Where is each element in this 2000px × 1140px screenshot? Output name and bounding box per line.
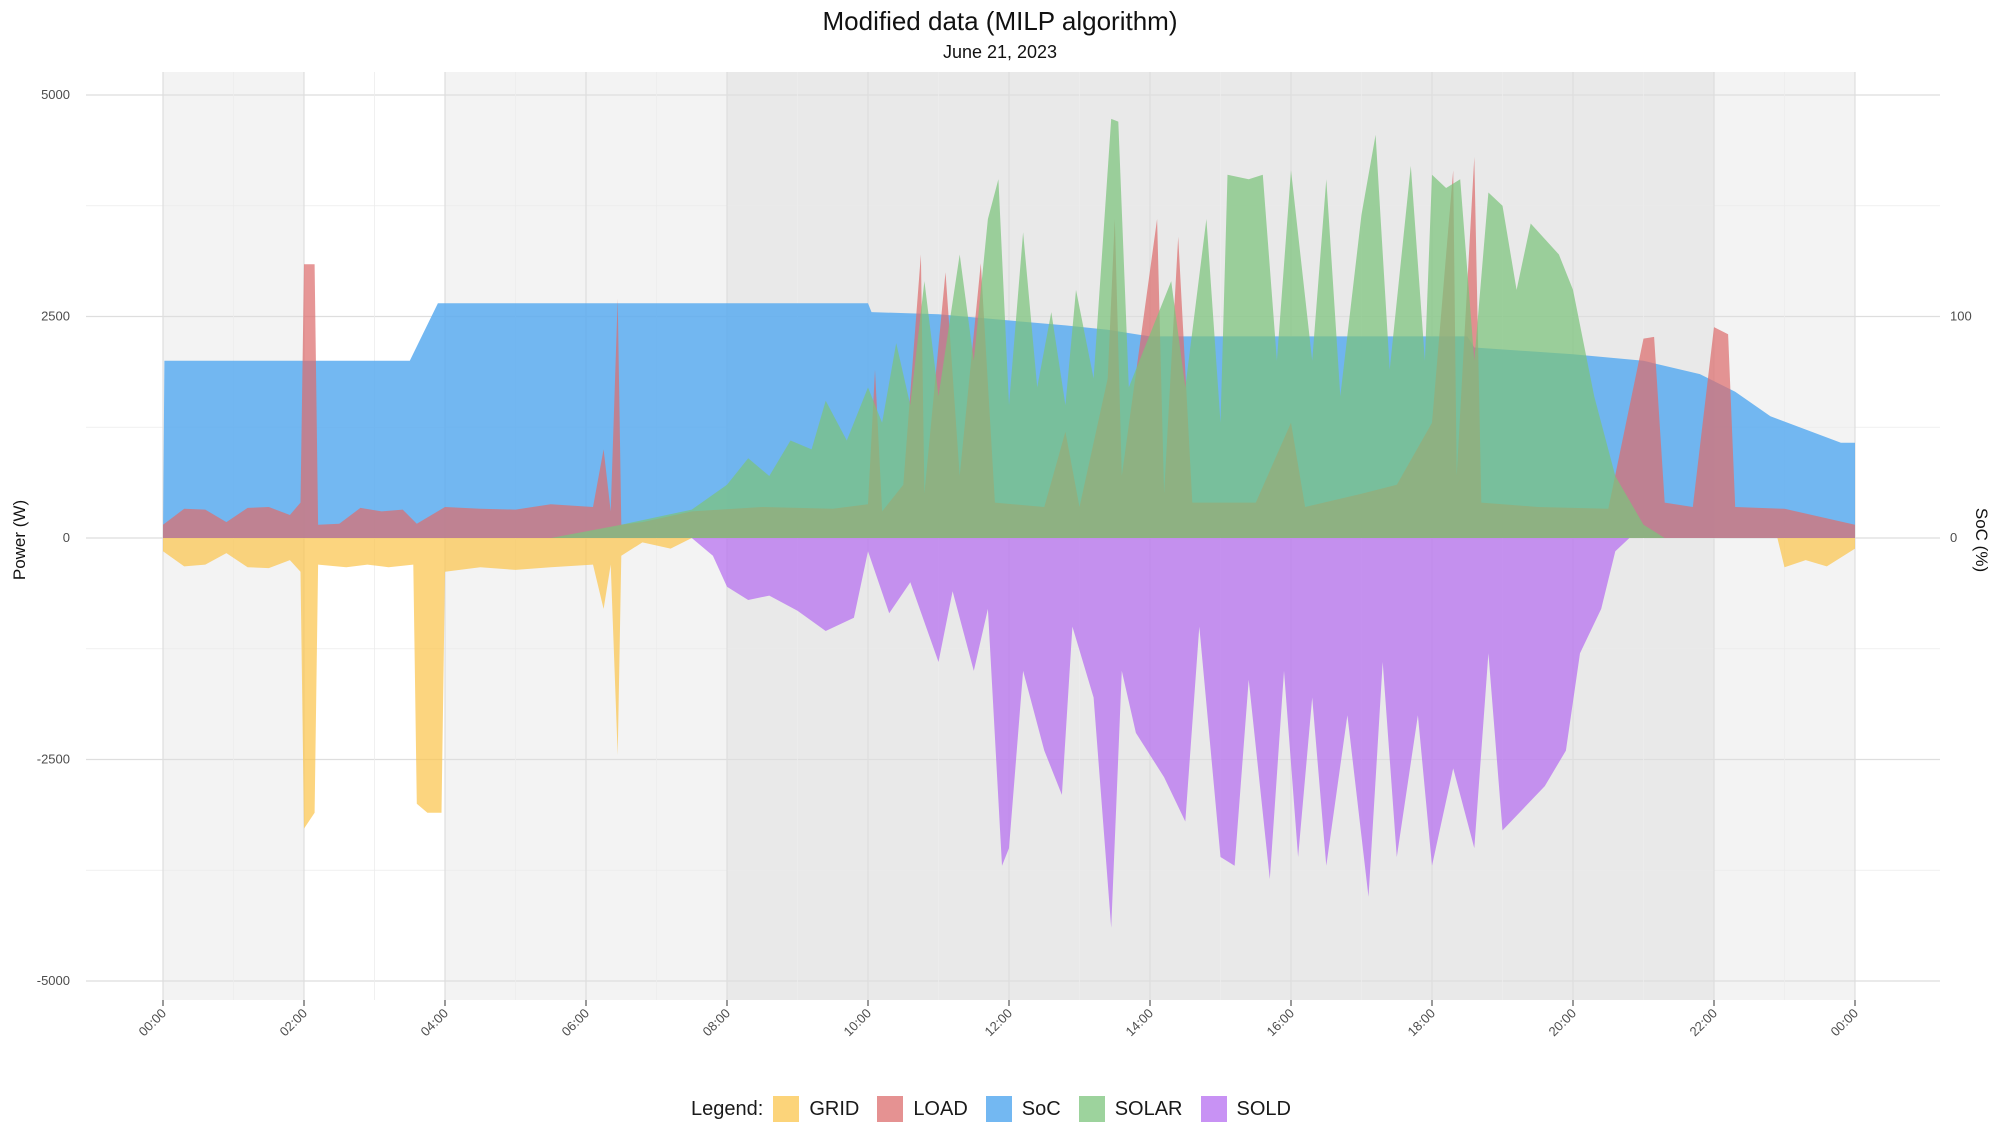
series-areas	[163, 118, 1855, 928]
x-tick-label: 00:00	[136, 1006, 170, 1040]
legend-swatch	[877, 1096, 904, 1122]
x-tick-label: 18:00	[1405, 1006, 1439, 1040]
legend-items: GRID LOAD SoC SOLAR SOLD	[773, 1096, 1309, 1122]
y-tick-label: -2500	[37, 752, 70, 767]
legend-swatch	[985, 1096, 1012, 1122]
area-chart: 5000 2500 0 -2500 -5000 100 0 00:00 02:00 04:00 06…	[10, 72, 1991, 1040]
y-tick-label: -5000	[37, 973, 70, 988]
x-tick-label: 20:00	[1546, 1006, 1580, 1040]
x-tick-label: 16:00	[1264, 1006, 1298, 1040]
x-tick-label: 04:00	[418, 1006, 452, 1040]
legend-label: SoC	[1021, 1097, 1061, 1120]
x-tick-label: 06:00	[559, 1006, 593, 1040]
y2-tick-label: 100	[1950, 309, 1972, 324]
legend-title: Legend:	[691, 1097, 764, 1120]
series-area-sold	[163, 538, 1855, 928]
chart-subtitle: June 21, 2023	[942, 42, 1058, 62]
x-tick-label: 00:00	[1828, 1006, 1862, 1040]
x-tick-label: 22:00	[1687, 1006, 1721, 1040]
y-axis-label: Power (W)	[10, 500, 29, 580]
x-tick-label: 14:00	[1123, 1006, 1157, 1040]
legend-item-load: LOAD	[877, 1096, 968, 1122]
y2-axis-label: SoC (%)	[1972, 508, 1991, 572]
y-tick-label: 5000	[41, 87, 70, 102]
series-area-solar	[163, 118, 1855, 539]
y-tick-label: 2500	[41, 309, 70, 324]
legend-item-soc: SoC	[985, 1096, 1061, 1122]
x-tick-label: 12:00	[982, 1006, 1016, 1040]
legend-label: SOLAR	[1114, 1097, 1183, 1120]
x-tick-label: 08:00	[700, 1006, 734, 1040]
legend-item-grid: GRID	[773, 1096, 859, 1122]
y-tick-label: 0	[63, 530, 70, 545]
legend-swatch	[1078, 1096, 1105, 1122]
legend: Legend: GRID LOAD SoC SOLAR SOLD	[0, 1096, 2000, 1122]
legend-swatch	[773, 1096, 800, 1122]
x-tick-label: 02:00	[277, 1006, 311, 1040]
legend-label: LOAD	[913, 1097, 968, 1120]
chart-title: Modified data (MILP algorithm)	[822, 6, 1178, 36]
legend-item-solar: SOLAR	[1078, 1096, 1183, 1122]
legend-label: GRID	[809, 1097, 860, 1120]
y2-tick-label: 0	[1950, 530, 1957, 545]
legend-swatch	[1200, 1096, 1227, 1122]
x-tick-label: 10:00	[841, 1006, 875, 1040]
legend-item-sold: SOLD	[1200, 1096, 1291, 1122]
legend-label: SOLD	[1236, 1097, 1291, 1120]
